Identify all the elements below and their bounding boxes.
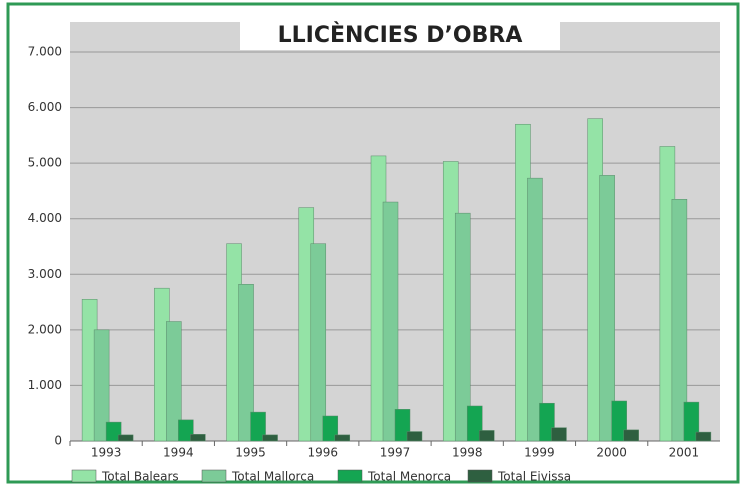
y-tick-label: 1.000 (28, 378, 62, 392)
bar (406, 431, 423, 442)
chart-title: LLICÈNCIES D’OBRA (278, 22, 523, 48)
bar (117, 434, 134, 442)
bar (250, 411, 266, 442)
bar (238, 284, 254, 442)
x-tick-label: 2001 (669, 446, 700, 460)
bar (178, 419, 194, 442)
bar (454, 212, 471, 442)
legend-swatch (71, 469, 97, 483)
bar (551, 427, 567, 442)
bar (539, 402, 555, 442)
bar (322, 415, 339, 442)
x-tick-label: 1999 (524, 446, 555, 460)
bar (599, 175, 615, 442)
bar (683, 401, 700, 442)
y-tick-label: 3.000 (28, 267, 62, 281)
x-tick-label: 1995 (235, 446, 266, 460)
bar (190, 434, 206, 442)
x-tick-label: 1996 (308, 446, 339, 460)
legend-label: Total Balears (101, 470, 179, 484)
x-tick-label: 1994 (163, 446, 194, 460)
legend-swatch (201, 469, 227, 483)
bar (478, 430, 495, 442)
y-tick-label: 0 (54, 434, 62, 448)
x-tick-label: 2000 (596, 446, 627, 460)
x-tick-label: 1997 (380, 446, 411, 460)
title-box (240, 20, 560, 50)
bar (671, 199, 688, 442)
legend-swatch (337, 469, 363, 483)
y-tick-label: 7.000 (28, 45, 62, 59)
y-tick-label: 5.000 (28, 156, 62, 170)
bar (310, 243, 327, 442)
legend-label: Total Eivissa (497, 470, 571, 484)
bar (394, 409, 411, 442)
bar (166, 321, 182, 442)
legend-swatch (467, 469, 493, 483)
bar (93, 329, 110, 442)
x-tick-label: 1993 (91, 446, 122, 460)
bar (527, 177, 543, 442)
bar (611, 400, 627, 442)
bar (623, 429, 639, 442)
bar (695, 431, 712, 442)
bar (262, 434, 278, 442)
legend-label: Total Mallorca (231, 470, 314, 484)
y-tick-label: 2.000 (28, 322, 62, 336)
y-tick-label: 4.000 (28, 211, 62, 225)
bar (105, 421, 122, 442)
y-tick-label: 6.000 (28, 100, 62, 114)
bar (382, 201, 399, 442)
bar (466, 405, 483, 442)
legend-label: Total Menorca (367, 470, 451, 484)
bar (334, 434, 351, 442)
x-tick-label: 1998 (452, 446, 483, 460)
